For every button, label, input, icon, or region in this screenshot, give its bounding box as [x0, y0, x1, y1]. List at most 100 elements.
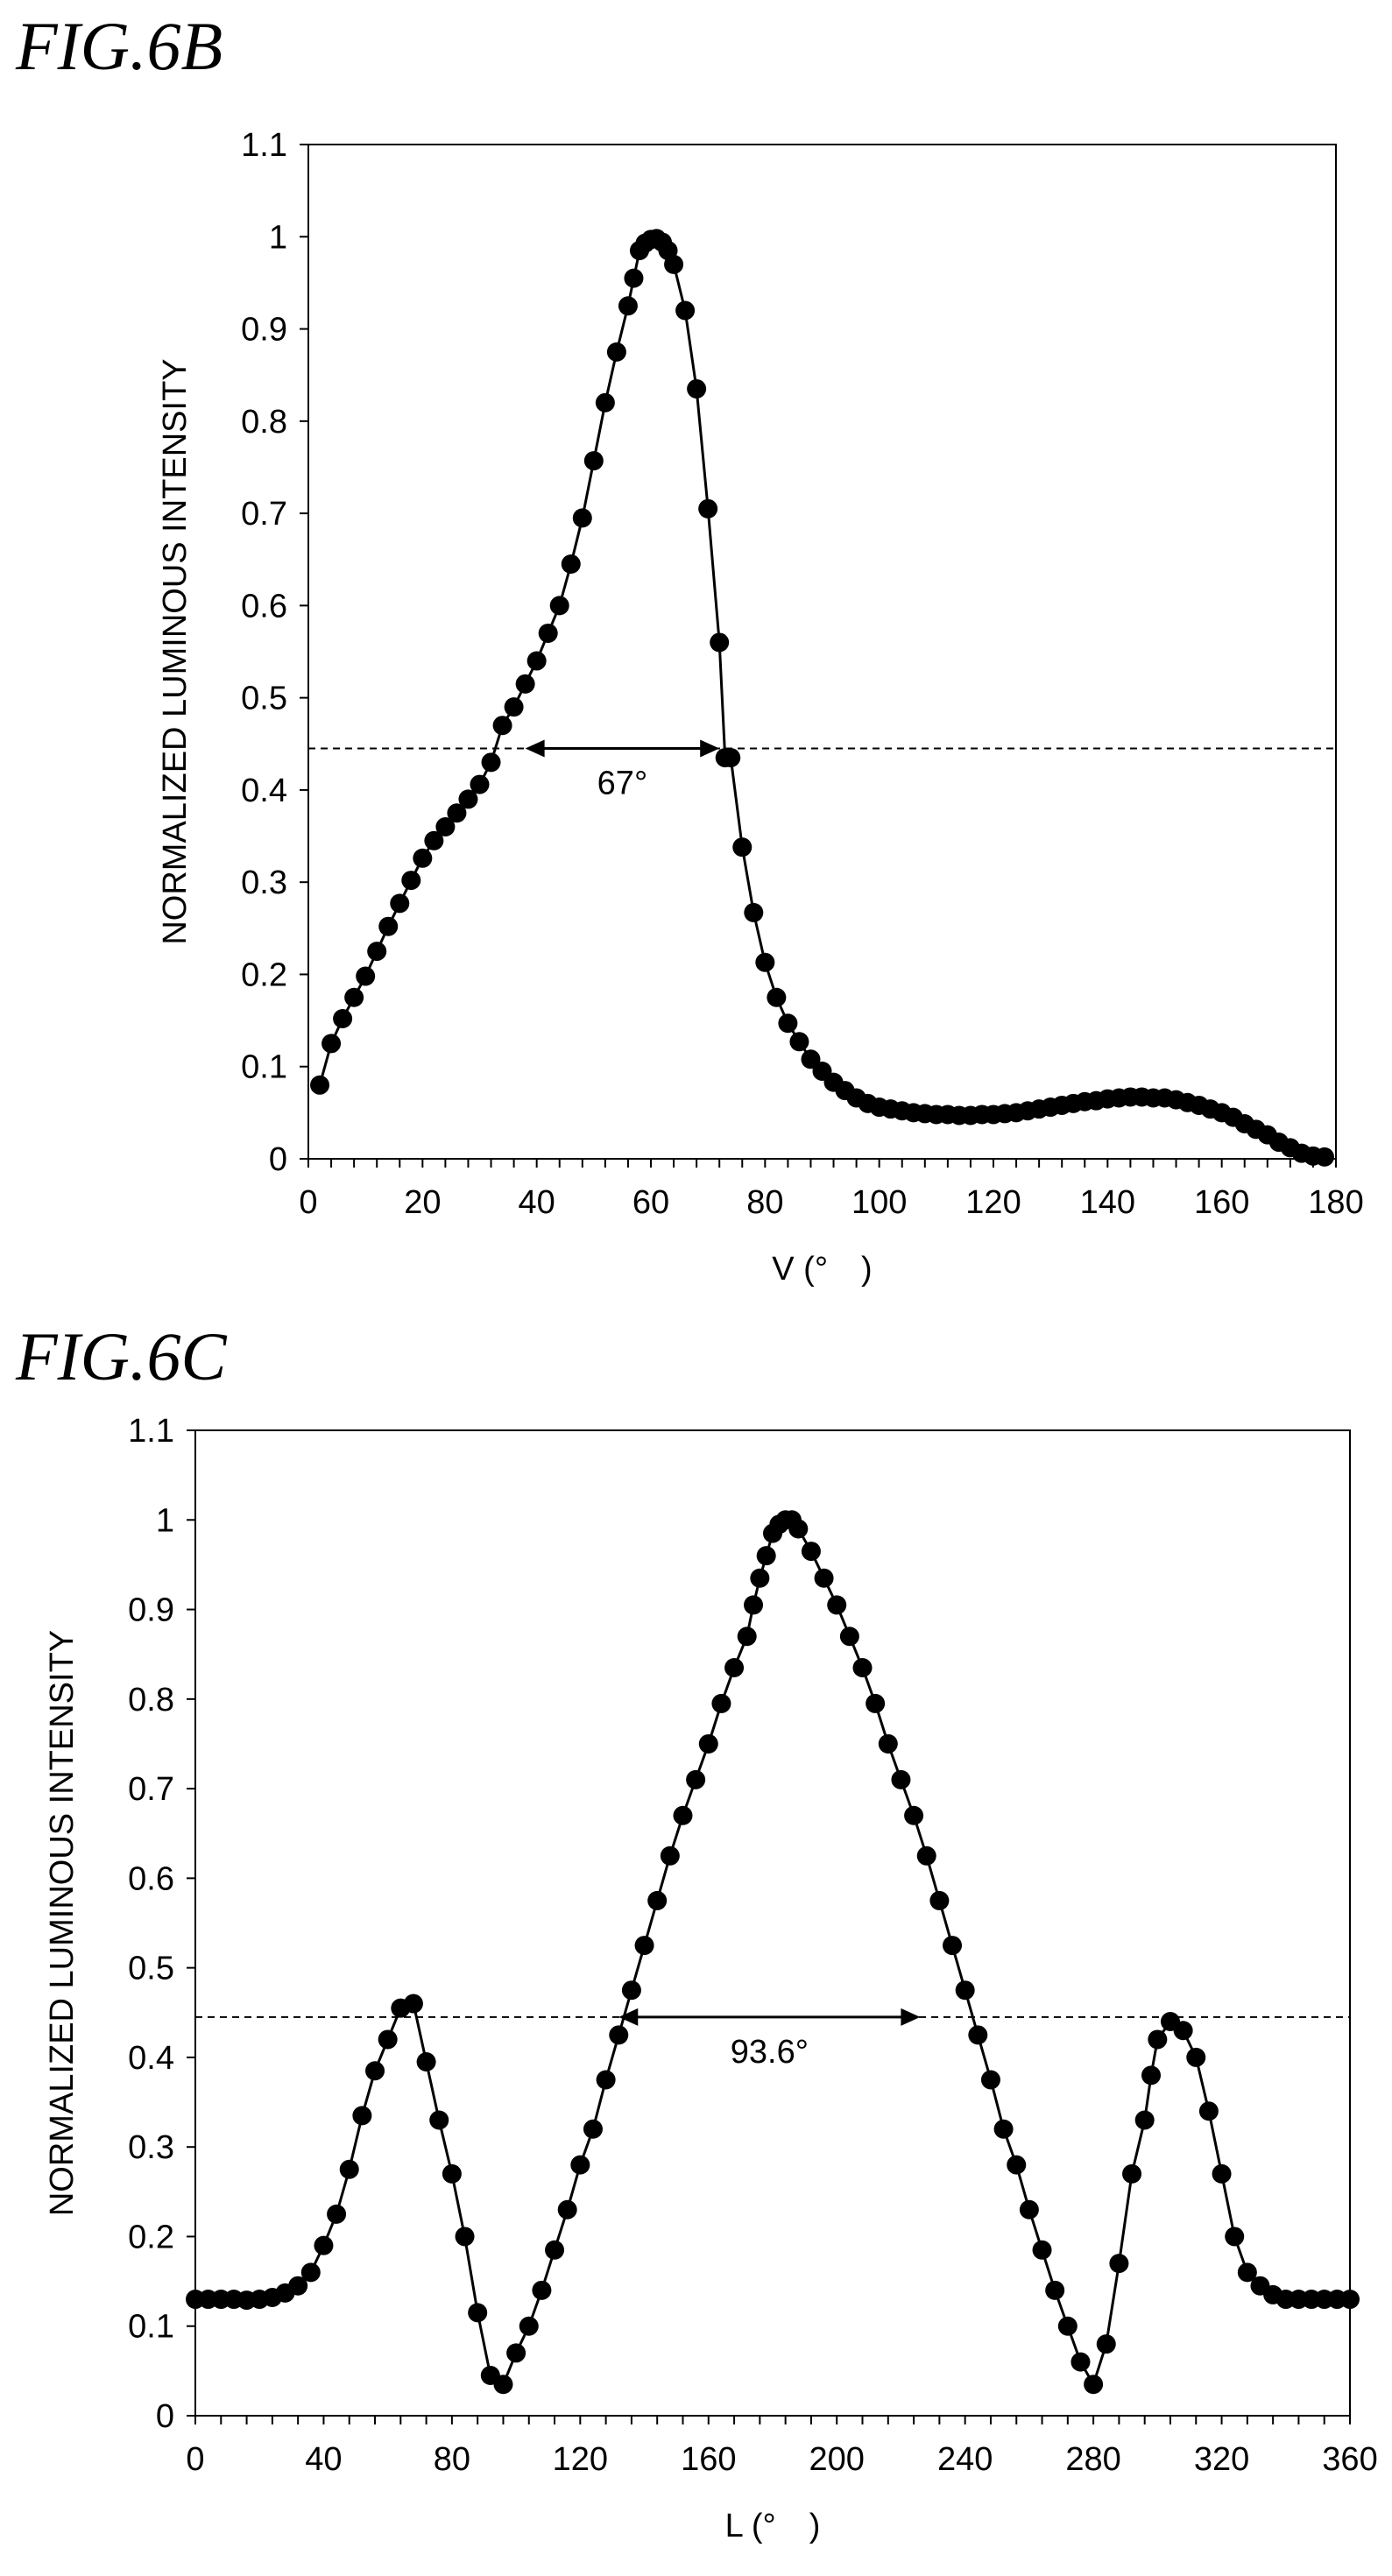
y-tick-label: 0.5: [241, 681, 287, 717]
x-tick-label: 200: [809, 2441, 865, 2478]
data-point: [557, 2199, 577, 2220]
y-tick-label: 1.1: [241, 127, 287, 164]
x-tick-label: 80: [746, 1184, 783, 1221]
data-point: [609, 2025, 629, 2045]
data-point: [1141, 2065, 1162, 2086]
data-point: [403, 1994, 423, 2014]
data-point: [390, 893, 410, 914]
data-point: [549, 596, 569, 616]
y-tick-label: 0.2: [241, 956, 287, 993]
x-tick-label: 20: [404, 1184, 441, 1221]
x-axis-title: L (° ): [725, 2508, 821, 2544]
data-point: [561, 554, 581, 574]
y-tick-label: 1: [156, 1502, 174, 1539]
data-point: [545, 2240, 565, 2260]
x-tick-label: 360: [1322, 2441, 1377, 2478]
y-tick-label: 0.8: [128, 1682, 174, 1719]
series-line: [195, 1518, 1350, 2388]
annotation-arrowhead-right: [901, 2008, 921, 2026]
data-point: [634, 1936, 654, 1956]
data-point: [929, 1890, 950, 1910]
data-point: [1057, 2316, 1078, 2336]
data-point: [401, 871, 421, 891]
data-point: [955, 1980, 975, 2001]
annotation-arrowhead-left: [525, 739, 545, 758]
y-tick-label: 0.7: [241, 496, 287, 533]
x-tick-label: 120: [553, 2441, 608, 2478]
data-point: [570, 2155, 590, 2175]
data-point: [660, 1846, 680, 1866]
data-point: [288, 2276, 308, 2296]
x-tick-label: 40: [305, 2441, 342, 2478]
data-point: [532, 2280, 552, 2300]
data-point: [572, 508, 592, 528]
data-point: [1212, 2163, 1232, 2184]
data-point: [778, 1013, 798, 1034]
data-point: [314, 2235, 334, 2255]
data-point: [1045, 2280, 1065, 2300]
data-point: [789, 1032, 809, 1052]
y-tick-label: 0.5: [128, 1951, 174, 1987]
data-point: [492, 716, 512, 736]
data-point: [801, 1049, 821, 1069]
chart-fig-6b: 0 0.1 0.2 0.3 0.4 0.5 0.6 0.7 0.8 0.9 1 1.1 0 20 40 60 8…: [157, 127, 1364, 1288]
data-point: [1225, 2227, 1245, 2247]
data-point: [755, 952, 775, 972]
data-point: [481, 752, 501, 773]
data-point: [673, 1805, 693, 1825]
y-tick-label: 1.1: [128, 1413, 174, 1450]
data-point: [891, 1769, 911, 1789]
data-point: [624, 268, 644, 288]
y-tick-label: 0.1: [128, 2309, 174, 2346]
x-tick-label: 100: [851, 1184, 907, 1221]
data-point: [698, 1733, 718, 1754]
y-tick-label: 0.2: [128, 2219, 174, 2255]
data-point: [429, 2110, 449, 2130]
y-tick-label: 0.9: [241, 312, 287, 349]
y-tick-label: 0.3: [128, 2129, 174, 2166]
data-point: [878, 1733, 898, 1754]
data-point: [378, 916, 399, 936]
data-point: [980, 2070, 1000, 2090]
data-point: [606, 342, 626, 362]
data-point: [621, 1980, 641, 2001]
data-point: [675, 300, 696, 321]
x-tick-label: 320: [1194, 2441, 1249, 2478]
data-point: [583, 451, 604, 471]
x-tick-label: 280: [1065, 2441, 1120, 2478]
data-point: [310, 1075, 330, 1095]
data-point: [814, 1568, 834, 1588]
data-point: [416, 2052, 436, 2072]
data-point: [300, 2262, 321, 2283]
data-point: [737, 1627, 757, 1647]
data-point: [968, 2025, 988, 2045]
x-tick-label: 140: [1080, 1184, 1135, 1221]
data-point: [744, 1595, 764, 1615]
y-tick-label: 0.6: [241, 588, 287, 625]
data-point: [1070, 2352, 1091, 2372]
data-point: [424, 830, 444, 850]
data-point: [801, 1542, 821, 1562]
data-point: [732, 837, 753, 857]
y-tick-label: 0.9: [128, 1592, 174, 1629]
data-point: [526, 651, 547, 671]
data-point: [767, 987, 787, 1007]
data-point: [442, 2163, 462, 2184]
data-point: [866, 1693, 886, 1713]
data-point: [538, 623, 558, 643]
y-axis-title: NORMALIZED LUMINOUS INTENSITY: [44, 1630, 81, 2216]
x-tick-label: 0: [299, 1184, 317, 1221]
data-point: [744, 902, 764, 922]
data-point: [470, 774, 490, 794]
y-tick-label: 0.1: [241, 1049, 287, 1086]
data-point: [583, 2119, 603, 2139]
y-tick-label: 0.3: [241, 865, 287, 901]
data-point: [827, 1595, 847, 1615]
data-point: [1314, 1147, 1334, 1167]
data-point: [468, 2303, 488, 2323]
annotation-arrowhead-left: [618, 2008, 639, 2026]
data-point: [852, 1658, 873, 1678]
annotation-label: 67°: [597, 766, 647, 802]
data-point: [367, 942, 387, 962]
